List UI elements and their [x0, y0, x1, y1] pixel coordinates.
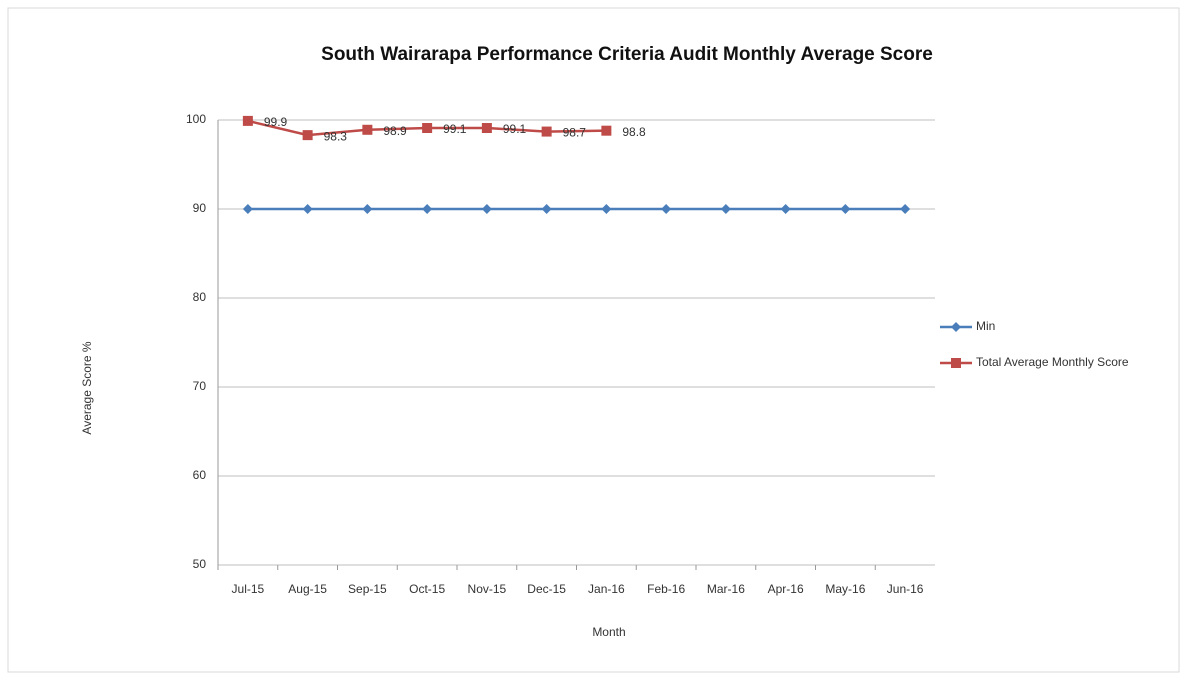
x-tick-label: Feb-16 — [647, 582, 685, 596]
data-point — [481, 123, 492, 134]
data-label: 98.7 — [563, 126, 587, 140]
data-label: 98.8 — [622, 125, 646, 139]
data-label: 99.1 — [503, 122, 527, 136]
x-tick-label: Oct-15 — [409, 582, 445, 596]
y-tick-label: 100 — [186, 112, 206, 126]
data-point — [242, 204, 253, 214]
y-tick-label: 80 — [193, 290, 207, 304]
data-point — [242, 115, 253, 126]
data-point — [422, 204, 433, 214]
y-axis-label: Average Score % — [80, 341, 94, 434]
data-point — [720, 204, 731, 214]
chart-frame — [7, 7, 1180, 673]
x-tick-label: Jun-16 — [887, 582, 924, 596]
x-tick-label: Mar-16 — [707, 582, 745, 596]
data-point — [362, 124, 373, 135]
y-tick-label: 70 — [193, 379, 207, 393]
data-point — [541, 126, 552, 137]
data-label: 99.1 — [443, 122, 467, 136]
data-point — [302, 130, 313, 141]
data-point — [541, 204, 552, 214]
data-point — [661, 204, 672, 214]
y-tick-label: 50 — [193, 557, 207, 571]
x-axis-label: Month — [592, 625, 625, 639]
data-point — [601, 204, 612, 214]
x-tick-label: Nov-15 — [468, 582, 507, 596]
x-tick-label: May-16 — [825, 582, 865, 596]
legend-marker — [951, 322, 961, 332]
y-tick-label: 60 — [193, 468, 207, 482]
x-tick-label: Jan-16 — [588, 582, 625, 596]
legend-label: Min — [976, 319, 995, 333]
x-tick-label: Jul-15 — [232, 582, 265, 596]
legend-marker — [951, 358, 961, 368]
x-tick-label: Apr-16 — [768, 582, 804, 596]
data-label: 98.3 — [324, 129, 348, 143]
x-tick-label: Dec-15 — [527, 582, 566, 596]
data-point — [780, 204, 791, 214]
legend-label: Total Average Monthly Score — [976, 355, 1129, 369]
data-label: 99.9 — [264, 115, 288, 129]
data-point — [601, 125, 612, 136]
x-tick-label: Aug-15 — [288, 582, 327, 596]
data-point — [840, 204, 851, 214]
data-point — [481, 204, 492, 214]
data-point — [302, 204, 313, 214]
data-point — [422, 123, 433, 134]
x-tick-label: Sep-15 — [348, 582, 387, 596]
chart-title: South Wairarapa Performance Criteria Aud… — [321, 44, 933, 65]
data-point — [900, 204, 911, 214]
y-tick-label: 90 — [193, 201, 207, 215]
data-point — [362, 204, 373, 214]
data-label: 98.9 — [383, 124, 407, 138]
